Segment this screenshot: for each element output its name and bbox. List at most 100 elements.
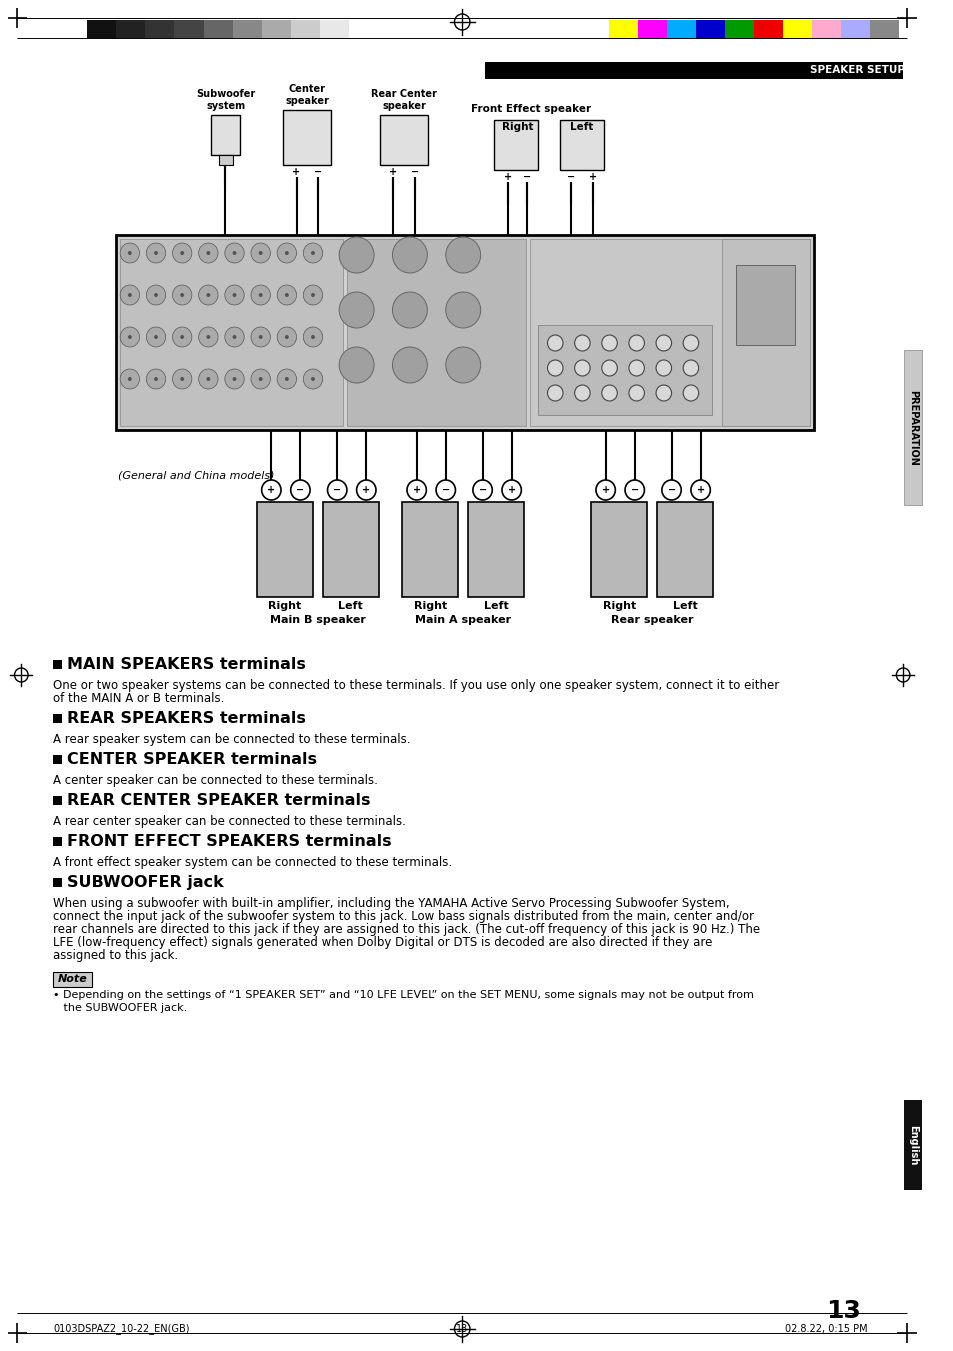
Circle shape xyxy=(206,293,210,297)
Circle shape xyxy=(146,243,166,263)
Text: FRONT EFFECT SPEAKERS terminals: FRONT EFFECT SPEAKERS terminals xyxy=(67,834,391,848)
Text: Right: Right xyxy=(501,122,533,132)
Bar xyxy=(53,796,62,805)
Bar xyxy=(174,20,203,38)
Circle shape xyxy=(146,369,166,389)
Circle shape xyxy=(596,480,615,500)
Text: PREPARATION: PREPARATION xyxy=(907,389,917,466)
Circle shape xyxy=(392,292,427,328)
Circle shape xyxy=(277,243,296,263)
Text: A rear center speaker can be connected to these terminals.: A rear center speaker can be connected t… xyxy=(53,815,406,828)
Circle shape xyxy=(258,377,262,381)
Text: SPEAKER SETUP: SPEAKER SETUP xyxy=(809,65,904,76)
Circle shape xyxy=(180,377,184,381)
Text: −: − xyxy=(296,485,304,494)
Text: CENTER SPEAKER terminals: CENTER SPEAKER terminals xyxy=(67,753,316,767)
Bar xyxy=(319,20,349,38)
Circle shape xyxy=(656,385,671,401)
Circle shape xyxy=(311,293,314,297)
Text: assigned to this jack.: assigned to this jack. xyxy=(53,948,178,962)
Bar xyxy=(782,20,811,38)
Text: 0103DSPAZ2_10-22_EN(GB): 0103DSPAZ2_10-22_EN(GB) xyxy=(53,1324,190,1335)
Text: the SUBWOOFER jack.: the SUBWOOFER jack. xyxy=(53,1002,188,1013)
Circle shape xyxy=(656,359,671,376)
Bar xyxy=(203,20,233,38)
Text: −: − xyxy=(522,172,531,182)
Circle shape xyxy=(303,369,322,389)
Bar xyxy=(53,713,62,723)
Circle shape xyxy=(120,369,139,389)
Text: +: + xyxy=(293,168,300,177)
Circle shape xyxy=(690,480,710,500)
Circle shape xyxy=(574,359,590,376)
Bar xyxy=(637,20,666,38)
Bar xyxy=(120,239,343,426)
Text: (General and China models): (General and China models) xyxy=(118,470,274,480)
Text: SUBWOOFER jack: SUBWOOFER jack xyxy=(67,875,223,890)
Bar xyxy=(233,20,261,38)
Circle shape xyxy=(172,369,192,389)
Circle shape xyxy=(547,385,562,401)
Bar xyxy=(349,20,377,38)
Circle shape xyxy=(285,293,289,297)
Circle shape xyxy=(445,292,480,328)
Bar xyxy=(283,109,331,165)
Bar xyxy=(379,115,428,165)
Text: +: + xyxy=(267,485,275,494)
Circle shape xyxy=(128,377,132,381)
Text: Rear Center
speaker: Rear Center speaker xyxy=(371,89,436,111)
Text: connect the input jack of the subwoofer system to this jack. Low bass signals di: connect the input jack of the subwoofer … xyxy=(53,911,754,923)
Bar xyxy=(903,350,921,505)
Circle shape xyxy=(501,480,520,500)
Circle shape xyxy=(172,243,192,263)
Circle shape xyxy=(206,377,210,381)
Circle shape xyxy=(146,285,166,305)
Text: −: − xyxy=(314,168,321,177)
Bar xyxy=(484,62,902,78)
Circle shape xyxy=(128,293,132,297)
Circle shape xyxy=(601,359,617,376)
Bar xyxy=(53,838,62,846)
Circle shape xyxy=(154,251,158,255)
Circle shape xyxy=(547,335,562,351)
Bar xyxy=(87,20,116,38)
Bar xyxy=(347,239,526,426)
Circle shape xyxy=(601,335,617,351)
Text: When using a subwoofer with built-in amplifier, including the YAMAHA Active Serv: When using a subwoofer with built-in amp… xyxy=(53,897,729,911)
Circle shape xyxy=(339,347,374,382)
Text: +: + xyxy=(588,172,597,182)
Text: Note: Note xyxy=(58,974,88,984)
Bar xyxy=(291,20,319,38)
Text: −: − xyxy=(478,485,486,494)
Bar xyxy=(841,20,869,38)
Bar xyxy=(219,155,233,165)
Circle shape xyxy=(233,335,236,339)
Circle shape xyxy=(277,327,296,347)
Text: 02.8.22, 0:15 PM: 02.8.22, 0:15 PM xyxy=(784,1324,866,1333)
Text: 13: 13 xyxy=(456,1324,468,1333)
Circle shape xyxy=(574,335,590,351)
Circle shape xyxy=(198,285,218,305)
Circle shape xyxy=(198,369,218,389)
Circle shape xyxy=(154,293,158,297)
Circle shape xyxy=(258,251,262,255)
Circle shape xyxy=(624,480,643,500)
Circle shape xyxy=(682,359,698,376)
Circle shape xyxy=(392,236,427,273)
Circle shape xyxy=(180,251,184,255)
Text: −: − xyxy=(566,172,575,182)
Circle shape xyxy=(445,347,480,382)
Circle shape xyxy=(436,480,455,500)
Circle shape xyxy=(311,251,314,255)
Bar xyxy=(559,120,603,170)
Bar xyxy=(608,20,637,38)
Text: • Depending on the settings of “1 SPEAKER SET” and “10 LFE LEVEL” on the SET MEN: • Depending on the settings of “1 SPEAKE… xyxy=(53,990,754,1000)
Circle shape xyxy=(628,359,643,376)
Circle shape xyxy=(225,369,244,389)
Text: Left: Left xyxy=(483,601,508,611)
Circle shape xyxy=(206,251,210,255)
Circle shape xyxy=(661,480,680,500)
Text: A rear speaker system can be connected to these terminals.: A rear speaker system can be connected t… xyxy=(53,734,411,746)
Text: +: + xyxy=(389,168,397,177)
Circle shape xyxy=(251,243,270,263)
